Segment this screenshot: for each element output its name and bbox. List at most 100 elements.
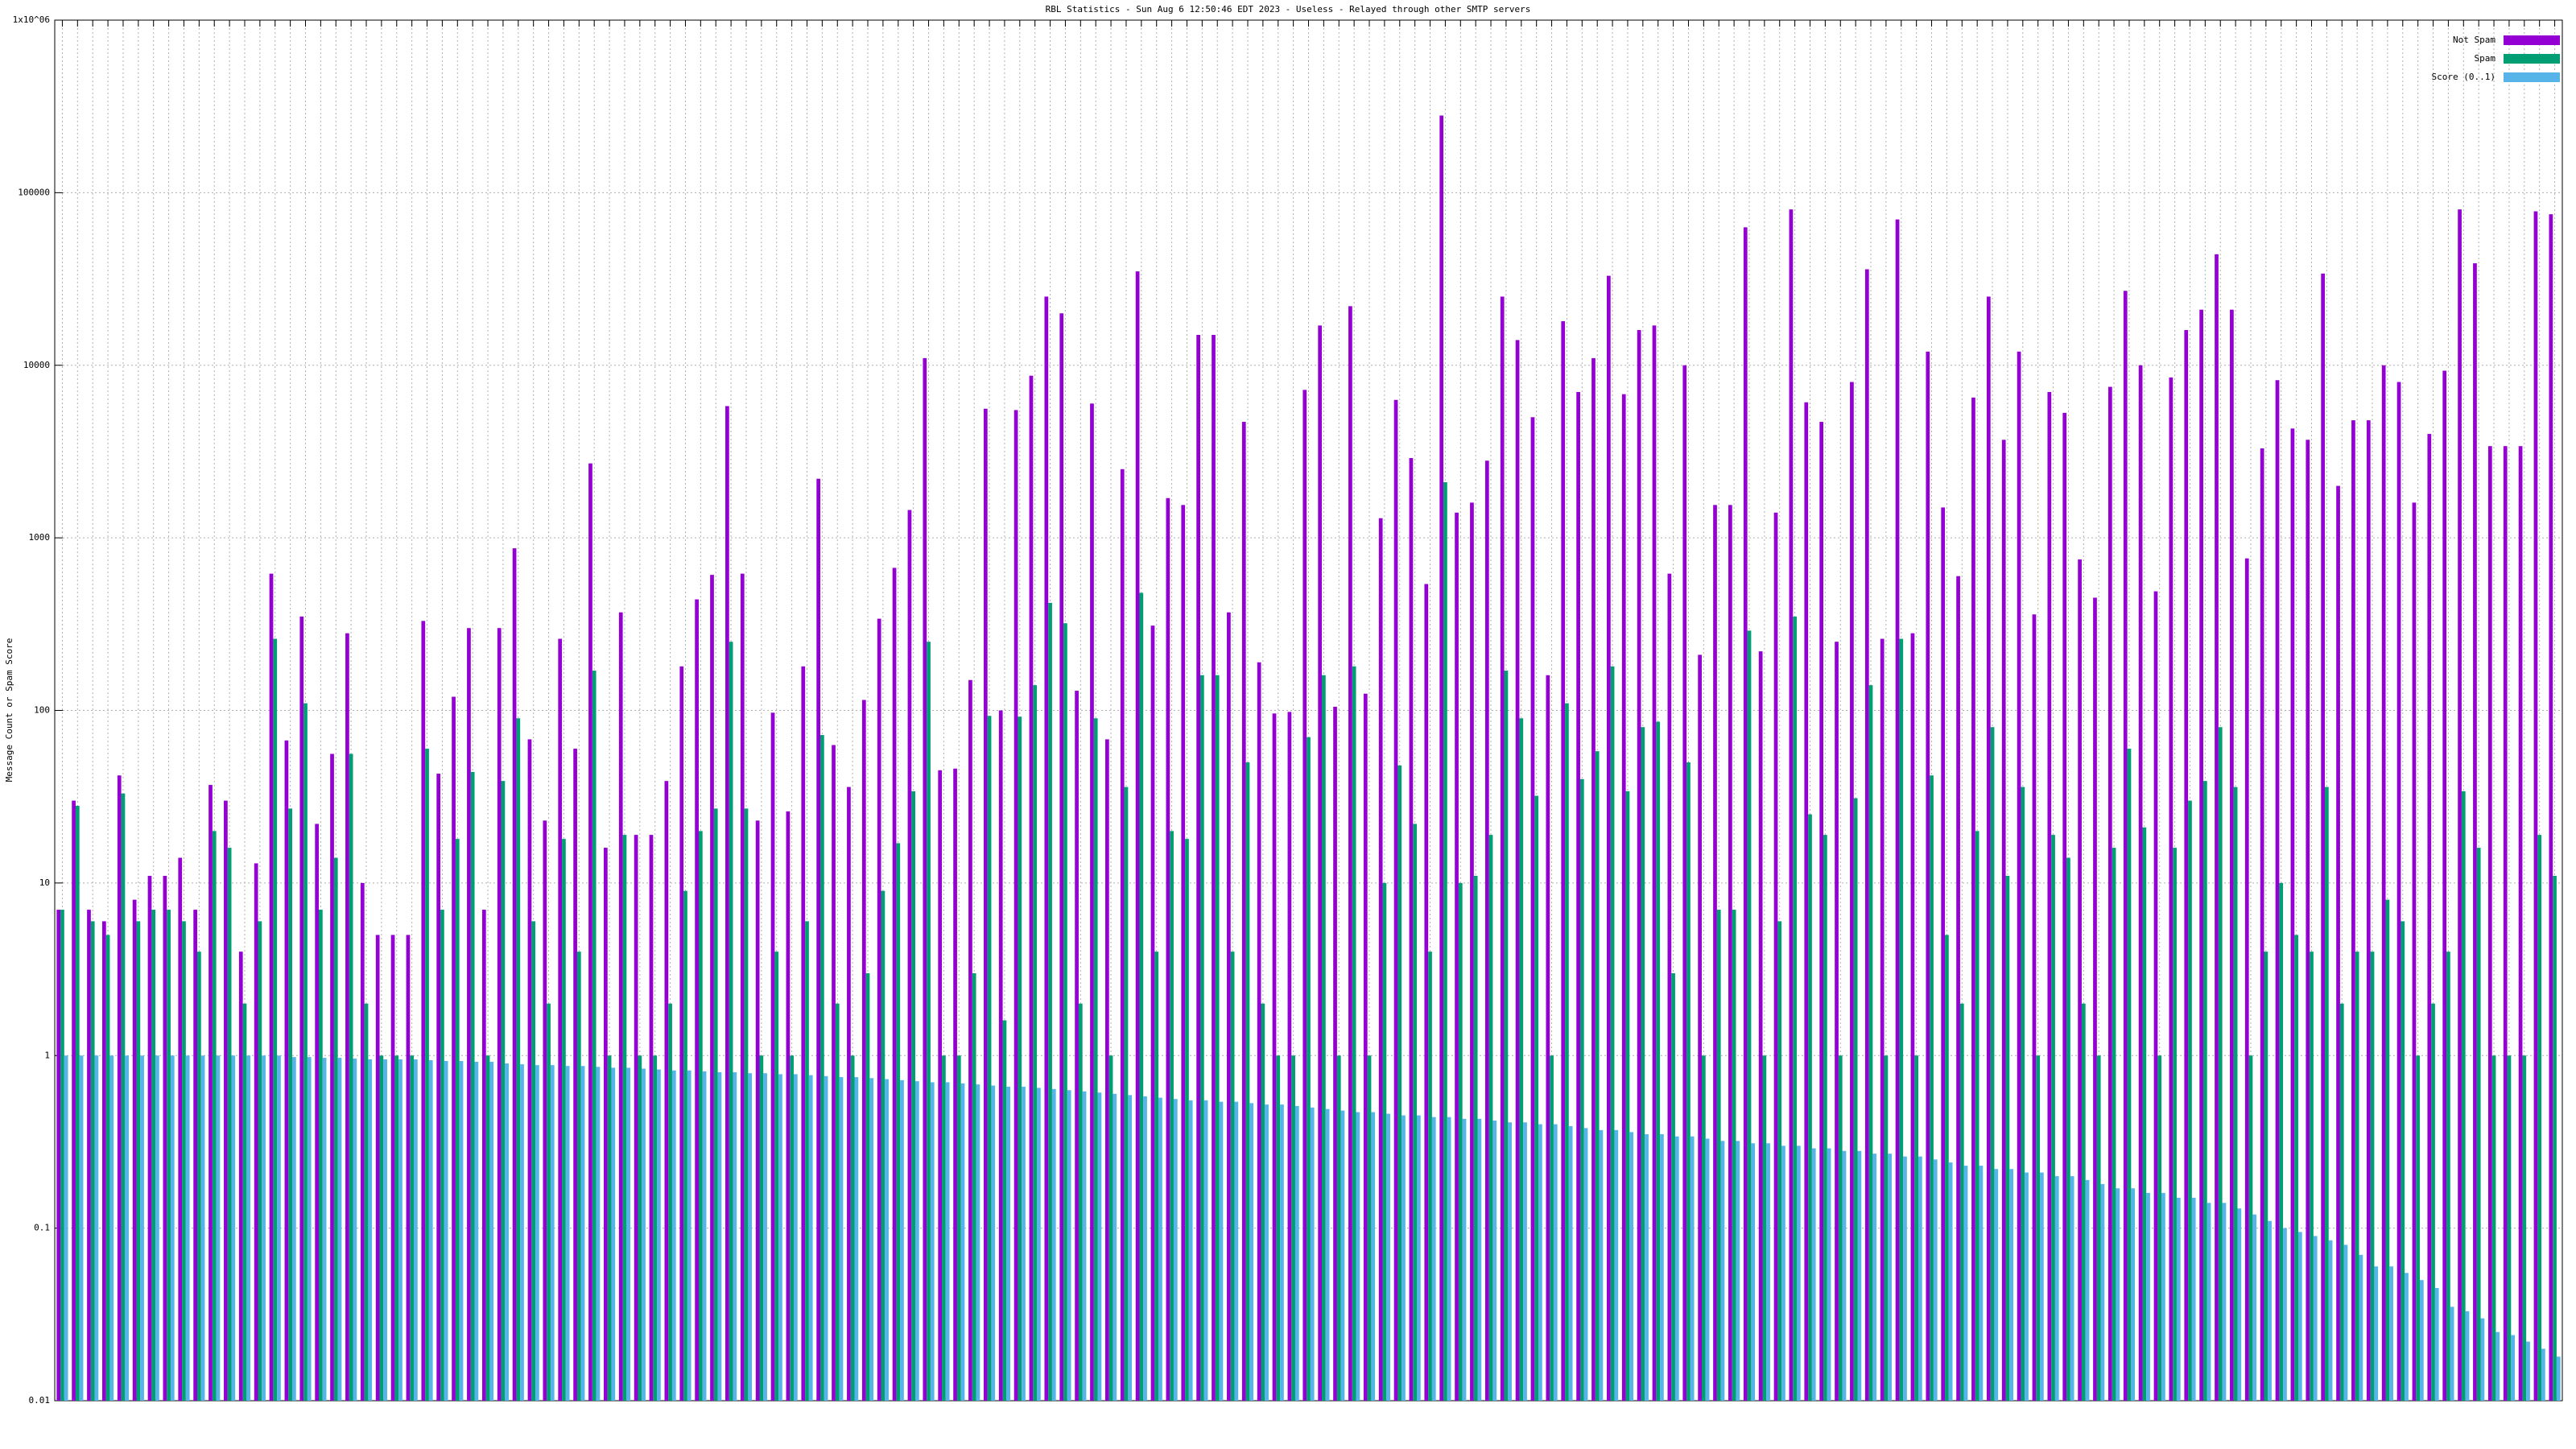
bar — [1629, 1132, 1634, 1401]
bar — [2325, 786, 2329, 1401]
bar — [2264, 952, 2268, 1401]
bar — [1888, 1154, 1892, 1401]
bar — [1872, 1154, 1877, 1401]
bar — [1462, 1118, 1467, 1401]
bar — [907, 510, 912, 1401]
bar — [877, 618, 881, 1401]
bar — [1241, 422, 1246, 1402]
bar — [2366, 420, 2371, 1401]
bar — [1227, 612, 1231, 1401]
bar — [1272, 713, 1277, 1401]
bar — [200, 1055, 205, 1401]
bar — [1606, 275, 1611, 1402]
bar — [793, 1074, 798, 1401]
y-tick-label: 10000 — [23, 360, 50, 370]
bar — [983, 408, 988, 1401]
bar — [1124, 786, 1129, 1401]
bar — [1994, 1169, 1999, 1401]
bar — [2283, 1228, 2287, 1401]
bar — [246, 1055, 251, 1401]
bar — [588, 463, 592, 1401]
bar — [364, 1003, 369, 1401]
bar — [664, 781, 669, 1401]
bar — [2100, 1183, 2105, 1401]
bar — [2355, 952, 2359, 1401]
bar — [816, 478, 821, 1401]
bar — [2005, 876, 2010, 1401]
bar — [642, 1068, 646, 1401]
bar — [710, 575, 714, 1401]
bar — [698, 831, 703, 1401]
bar — [1128, 1095, 1133, 1401]
bar — [835, 1003, 840, 1401]
bar — [2533, 211, 2538, 1402]
bar — [1307, 737, 1311, 1401]
bar — [1899, 638, 1904, 1401]
bar — [1508, 1122, 1513, 1401]
bar — [2511, 1335, 2516, 1401]
bar — [2526, 1341, 2530, 1401]
bar — [725, 406, 729, 1402]
bar — [303, 703, 308, 1401]
bar — [1063, 623, 1067, 1401]
bar — [2343, 1245, 2348, 1401]
bar — [178, 857, 183, 1401]
bar — [1523, 1122, 1527, 1401]
bar — [786, 811, 791, 1401]
bar — [2434, 1287, 2439, 1401]
bar — [406, 935, 411, 1401]
bar — [1113, 1093, 1117, 1401]
bar — [414, 1059, 418, 1401]
bar — [1565, 703, 1569, 1401]
bar — [1075, 691, 1079, 1401]
bar — [2176, 1197, 2181, 1401]
bar — [2381, 365, 2386, 1401]
legend-label: Not Spam — [2453, 35, 2496, 45]
bar — [1990, 727, 1995, 1401]
bar — [1185, 839, 1189, 1401]
bar — [622, 835, 627, 1401]
bar — [998, 710, 1003, 1401]
bar — [101, 921, 106, 1401]
legend-label: Spam — [2475, 53, 2496, 64]
bar — [505, 1063, 510, 1401]
bar — [2222, 1203, 2227, 1401]
bar — [596, 1067, 601, 1401]
bar — [1431, 1117, 1436, 1401]
bar — [1884, 1055, 1889, 1401]
bar — [330, 753, 334, 1401]
bar — [1340, 1110, 1345, 1401]
bar — [618, 612, 623, 1401]
bar — [1067, 1090, 1071, 1401]
bar — [2252, 1214, 2257, 1401]
bar — [1930, 775, 1934, 1401]
bar — [1006, 1086, 1011, 1401]
bar — [668, 1003, 672, 1401]
bar — [1918, 1156, 1922, 1401]
bar — [1386, 1113, 1390, 1401]
bar — [1656, 721, 1661, 1401]
bar — [349, 753, 353, 1401]
bar — [550, 1065, 555, 1401]
bar — [90, 921, 95, 1401]
bar — [1325, 1108, 1330, 1401]
bar — [1500, 296, 1505, 1401]
bar — [805, 921, 809, 1401]
bar — [1941, 507, 1946, 1401]
bar — [808, 1075, 813, 1401]
bar — [1945, 935, 1949, 1401]
bar — [258, 921, 262, 1401]
bar — [2081, 1003, 2086, 1401]
bar — [535, 1065, 539, 1401]
bar — [2169, 377, 2174, 1401]
bar — [288, 808, 292, 1401]
bar — [1378, 518, 1383, 1401]
bar — [657, 1069, 661, 1401]
bar — [208, 785, 213, 1401]
bar — [1488, 835, 1493, 1401]
y-tick-label: 100000 — [18, 187, 50, 197]
bar — [1538, 1124, 1542, 1401]
bar — [1158, 1097, 1162, 1401]
bar — [2191, 1197, 2196, 1401]
